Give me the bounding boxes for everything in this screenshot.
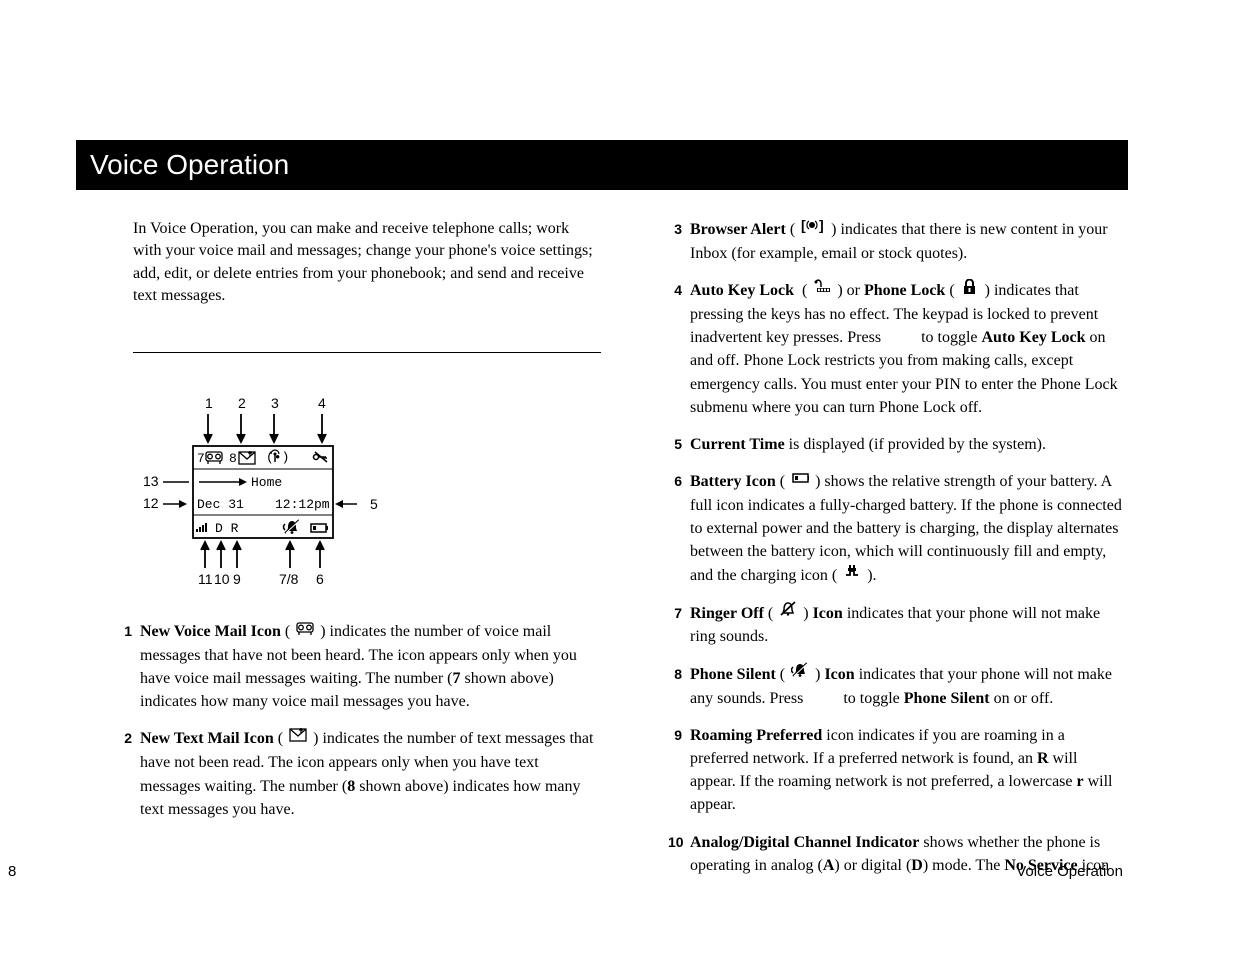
battery-icon — [791, 470, 809, 493]
page-title: Voice Operation — [90, 149, 289, 181]
footer-section: Voice Operation — [1016, 863, 1123, 880]
svg-text:12: 12 — [143, 495, 159, 511]
list-item: 9Roaming Preferred icon indicates if you… — [668, 724, 1123, 817]
svg-text:Dec 31: Dec 31 — [197, 497, 244, 512]
list-item: 8Phone Silent ( ) Icon indicates that yo… — [668, 663, 1123, 710]
svg-text:4: 4 — [318, 395, 326, 411]
item-body: Browser Alert ( ) indicates that there i… — [690, 218, 1123, 265]
svg-text:(•): (•) — [266, 450, 289, 465]
svg-text:Home: Home — [251, 475, 282, 490]
item-number: 2 — [118, 727, 140, 820]
item-number: 4 — [668, 279, 690, 419]
item-number: 7 — [668, 602, 690, 649]
item-body: Roaming Preferred icon indicates if you … — [690, 724, 1123, 817]
list-item: 6Battery Icon ( ) shows the relative str… — [668, 470, 1123, 587]
svg-text:2: 2 — [238, 395, 246, 411]
page-number: 8 — [8, 863, 16, 880]
intro-paragraph: In Voice Operation, you can make and rec… — [133, 218, 593, 308]
item-number: 8 — [668, 663, 690, 710]
item-number: 1 — [118, 620, 140, 713]
list-item: 3Browser Alert ( ) indicates that there … — [668, 218, 1123, 265]
browser-icon — [801, 218, 825, 241]
svg-text:D R: D R — [215, 521, 239, 536]
item-number: 3 — [668, 218, 690, 265]
item-body: New Text Mail Icon ( ) indicates the num… — [140, 727, 603, 820]
svg-text:3: 3 — [271, 395, 279, 411]
list-item: 5Current Time is displayed (if provided … — [668, 433, 1123, 456]
item-number: 9 — [668, 724, 690, 817]
phone-display-diagram: 1 2 3 4 7 8 (•) Home Dec 31 12:12pm D R … — [133, 394, 363, 604]
battery-icon — [311, 524, 328, 532]
svg-text:13: 13 — [143, 473, 159, 489]
left-column-list: 1New Voice Mail Icon ( ) indicates the n… — [118, 620, 603, 835]
diagram-label-5: 5 — [370, 496, 378, 512]
signal-icon — [196, 523, 207, 532]
silent-icon — [284, 520, 301, 534]
right-column-list: 3Browser Alert ( ) indicates that there … — [668, 218, 1123, 891]
svg-text:10: 10 — [214, 571, 230, 587]
section-divider — [133, 352, 601, 353]
page-title-bar: Voice Operation — [76, 140, 1128, 190]
svg-text:1: 1 — [205, 395, 213, 411]
item-number: 10 — [668, 831, 690, 877]
keylock-icon — [813, 279, 831, 302]
item-body: Ringer Off ( ) Icon indicates that your … — [690, 602, 1123, 649]
charging-icon — [843, 563, 861, 586]
svg-text:7/8: 7/8 — [279, 571, 299, 587]
list-item: 7Ringer Off ( ) Icon indicates that your… — [668, 602, 1123, 649]
textmail-icon — [289, 727, 307, 750]
item-number: 5 — [668, 433, 690, 456]
voicemail-icon — [206, 452, 222, 464]
svg-text:11: 11 — [198, 571, 213, 587]
textmail-icon — [239, 451, 255, 464]
list-item: 2New Text Mail Icon ( ) indicates the nu… — [118, 727, 603, 820]
svg-text:9: 9 — [233, 571, 241, 587]
item-body: Battery Icon ( ) shows the relative stre… — [690, 470, 1123, 587]
voicemail-icon — [296, 620, 314, 643]
silent-icon — [791, 662, 809, 685]
keylock-icon — [314, 452, 328, 462]
svg-text:8: 8 — [229, 451, 237, 466]
item-body: New Voice Mail Icon ( ) indicates the nu… — [140, 620, 603, 713]
list-item: 4Auto Key Lock ( ) or Phone Lock ( ) ind… — [668, 279, 1123, 419]
padlock-icon — [961, 279, 979, 302]
svg-text:12:12pm: 12:12pm — [275, 497, 330, 512]
ringeroff-icon — [779, 601, 797, 624]
svg-text:7: 7 — [197, 451, 205, 466]
item-body: Current Time is displayed (if provided b… — [690, 433, 1123, 456]
item-number: 6 — [668, 470, 690, 587]
item-body: Phone Silent ( ) Icon indicates that you… — [690, 663, 1123, 710]
list-item: 1New Voice Mail Icon ( ) indicates the n… — [118, 620, 603, 713]
item-body: Auto Key Lock ( ) or Phone Lock ( ) indi… — [690, 279, 1123, 419]
svg-text:6: 6 — [316, 571, 324, 587]
